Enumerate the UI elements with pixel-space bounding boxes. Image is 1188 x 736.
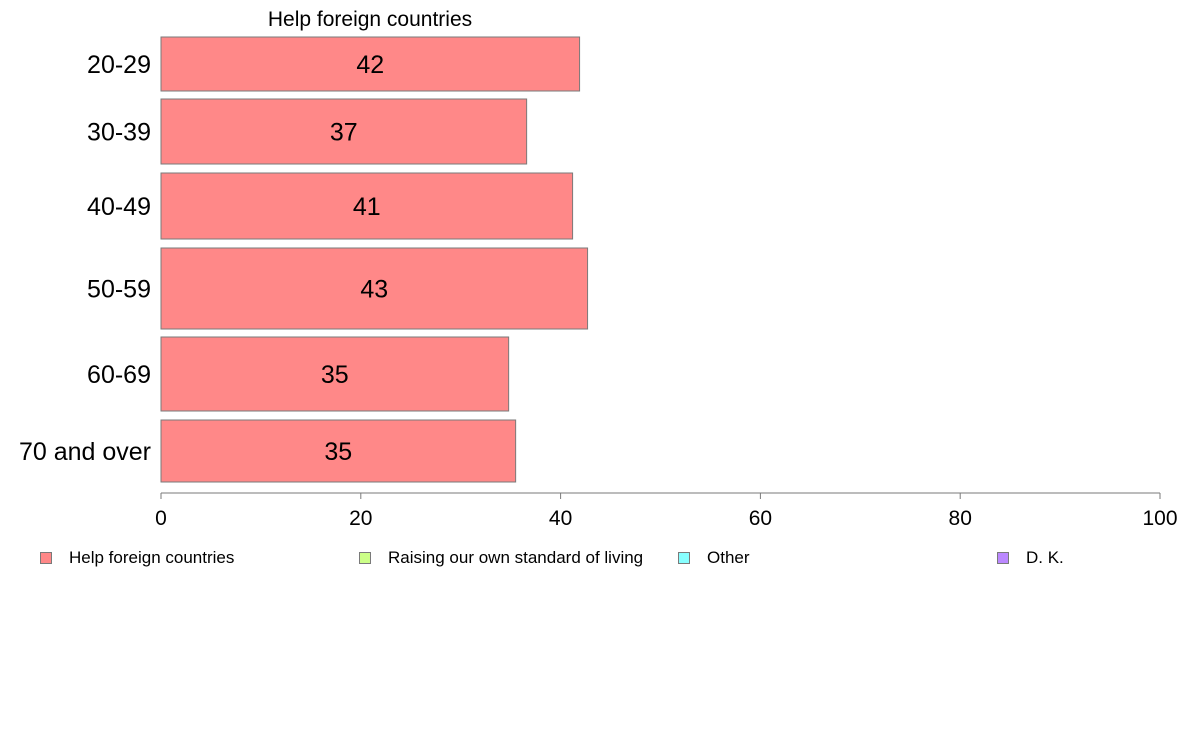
data-label: 42 bbox=[356, 51, 384, 79]
legend-item-help-foreign-countries: Help foreign countries bbox=[40, 548, 234, 568]
x-tick-label: 0 bbox=[155, 507, 167, 530]
x-tick-label: 80 bbox=[949, 507, 972, 530]
x-tick-label: 60 bbox=[749, 507, 772, 530]
legend-label: Raising our own standard of living bbox=[388, 548, 644, 567]
category-label: 60-69 bbox=[87, 361, 151, 389]
legend-label: Other bbox=[707, 548, 750, 567]
legend-item-dk: D. K. bbox=[997, 548, 1064, 568]
category-label: 30-39 bbox=[87, 119, 151, 147]
legend-label: D. K. bbox=[1026, 548, 1064, 567]
bar-70-and-over bbox=[160, 419, 517, 483]
legend-swatch bbox=[40, 552, 52, 564]
category-label: 40-49 bbox=[87, 193, 151, 221]
bar-40-49 bbox=[160, 172, 574, 240]
data-label: 41 bbox=[353, 193, 381, 221]
x-tick-label: 20 bbox=[349, 507, 372, 530]
data-label: 35 bbox=[321, 361, 349, 389]
legend-label: Help foreign countries bbox=[69, 548, 235, 567]
chart-title: Help foreign countries bbox=[268, 8, 472, 31]
legend-swatch bbox=[678, 552, 690, 564]
category-label: 50-59 bbox=[87, 276, 151, 304]
legend-swatch bbox=[997, 552, 1009, 564]
bar-50-59 bbox=[160, 247, 589, 330]
bar-30-39 bbox=[160, 98, 528, 165]
data-label: 43 bbox=[360, 276, 388, 304]
legend-item-raising-standard: Raising our own standard of living bbox=[359, 548, 643, 568]
category-label: 20-29 bbox=[87, 51, 151, 79]
data-label: 35 bbox=[324, 438, 352, 466]
x-tick-label: 40 bbox=[549, 507, 572, 530]
data-label: 37 bbox=[330, 119, 358, 147]
x-tick-label: 100 bbox=[1142, 507, 1177, 530]
legend: Help foreign countries Raising our own s… bbox=[0, 548, 1188, 570]
bar-20-29 bbox=[160, 36, 581, 92]
bar-60-69 bbox=[160, 336, 510, 412]
legend-item-other: Other bbox=[678, 548, 750, 568]
bar-chart: Help foreign countries 42 20-29 37 30-39 41 4… bbox=[19, 8, 1178, 530]
category-label: 70 and over bbox=[19, 438, 151, 466]
legend-swatch bbox=[359, 552, 371, 564]
